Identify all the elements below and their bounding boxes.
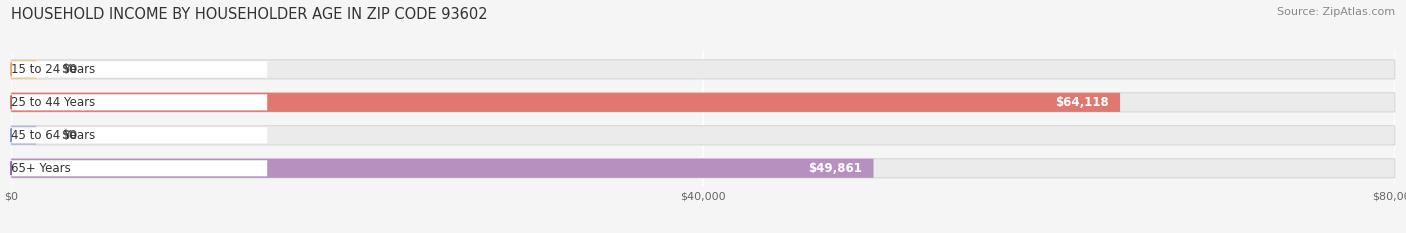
FancyBboxPatch shape [11, 93, 1395, 112]
Text: HOUSEHOLD INCOME BY HOUSEHOLDER AGE IN ZIP CODE 93602: HOUSEHOLD INCOME BY HOUSEHOLDER AGE IN Z… [11, 7, 488, 22]
FancyBboxPatch shape [11, 159, 1395, 178]
FancyBboxPatch shape [11, 160, 267, 176]
Text: $0: $0 [60, 129, 77, 142]
Text: $0: $0 [60, 63, 77, 76]
FancyBboxPatch shape [11, 126, 1395, 145]
FancyBboxPatch shape [11, 126, 37, 145]
Text: 45 to 64 Years: 45 to 64 Years [11, 129, 96, 142]
FancyBboxPatch shape [11, 94, 267, 110]
Text: 15 to 24 Years: 15 to 24 Years [11, 63, 96, 76]
Text: $64,118: $64,118 [1056, 96, 1109, 109]
FancyBboxPatch shape [11, 93, 1121, 112]
FancyBboxPatch shape [11, 127, 267, 143]
FancyBboxPatch shape [11, 60, 1395, 79]
FancyBboxPatch shape [11, 61, 267, 77]
Text: $49,861: $49,861 [808, 162, 862, 175]
FancyBboxPatch shape [11, 159, 873, 178]
Text: 25 to 44 Years: 25 to 44 Years [11, 96, 96, 109]
Text: 65+ Years: 65+ Years [11, 162, 70, 175]
Text: Source: ZipAtlas.com: Source: ZipAtlas.com [1277, 7, 1395, 17]
FancyBboxPatch shape [11, 60, 37, 79]
